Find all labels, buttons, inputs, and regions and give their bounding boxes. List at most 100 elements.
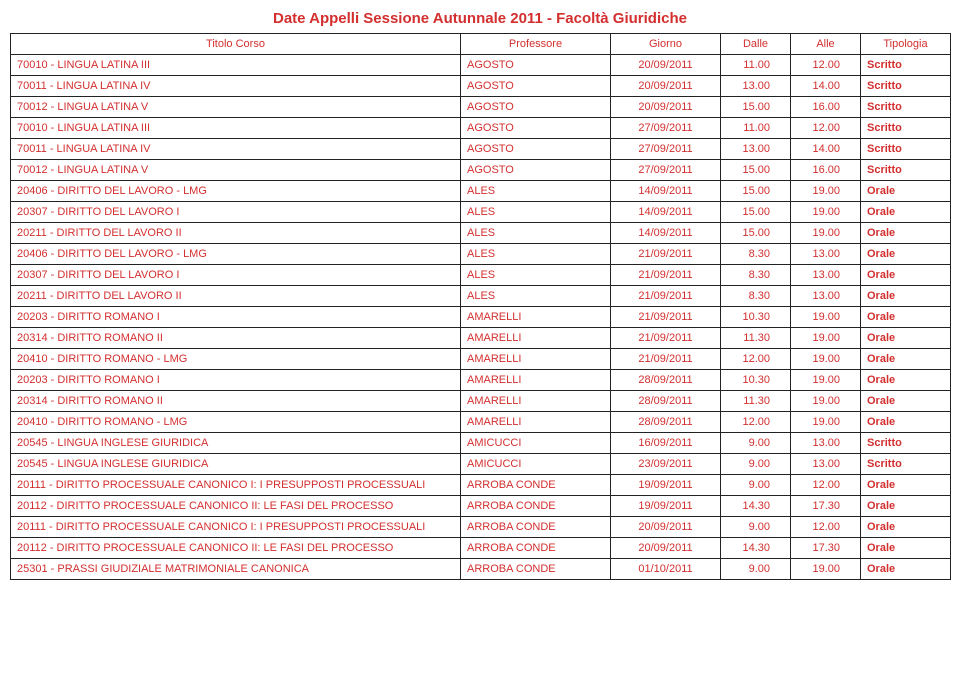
cell-from: 13.00: [721, 76, 791, 97]
cell-day: 27/09/2011: [611, 118, 721, 139]
table-body: 70010 - LINGUA LATINA IIIAGOSTO20/09/201…: [11, 55, 951, 580]
cell-day: 20/09/2011: [611, 76, 721, 97]
col-header-type: Tipologia: [861, 34, 951, 55]
cell-day: 21/09/2011: [611, 349, 721, 370]
cell-from: 9.00: [721, 559, 791, 580]
col-header-from: Dalle: [721, 34, 791, 55]
cell-to: 12.00: [791, 517, 861, 538]
cell-from: 12.00: [721, 412, 791, 433]
cell-from: 9.00: [721, 517, 791, 538]
cell-type: Orale: [861, 181, 951, 202]
cell-to: 19.00: [791, 181, 861, 202]
cell-professor: ALES: [461, 286, 611, 307]
cell-course: 20203 - DIRITTO ROMANO I: [11, 307, 461, 328]
cell-to: 16.00: [791, 160, 861, 181]
cell-course: 20406 - DIRITTO DEL LAVORO - LMG: [11, 244, 461, 265]
cell-professor: AMARELLI: [461, 412, 611, 433]
cell-day: 28/09/2011: [611, 412, 721, 433]
cell-from: 15.00: [721, 97, 791, 118]
cell-to: 12.00: [791, 118, 861, 139]
table-row: 20111 - DIRITTO PROCESSUALE CANONICO I: …: [11, 517, 951, 538]
cell-professor: ALES: [461, 265, 611, 286]
col-header-day: Giorno: [611, 34, 721, 55]
cell-from: 8.30: [721, 244, 791, 265]
cell-from: 10.30: [721, 370, 791, 391]
cell-to: 14.00: [791, 139, 861, 160]
cell-course: 20545 - LINGUA INGLESE GIURIDICA: [11, 433, 461, 454]
cell-from: 8.30: [721, 286, 791, 307]
cell-course: 20307 - DIRITTO DEL LAVORO I: [11, 202, 461, 223]
table-row: 20112 - DIRITTO PROCESSUALE CANONICO II:…: [11, 496, 951, 517]
cell-professor: AMARELLI: [461, 391, 611, 412]
cell-professor: ALES: [461, 223, 611, 244]
cell-from: 9.00: [721, 454, 791, 475]
cell-day: 14/09/2011: [611, 202, 721, 223]
cell-type: Orale: [861, 391, 951, 412]
cell-professor: AMICUCCI: [461, 454, 611, 475]
cell-type: Scritto: [861, 433, 951, 454]
exam-table: Titolo Corso Professore Giorno Dalle All…: [10, 33, 951, 580]
table-row: 20545 - LINGUA INGLESE GIURIDICAAMICUCCI…: [11, 433, 951, 454]
cell-from: 9.00: [721, 475, 791, 496]
cell-professor: AGOSTO: [461, 139, 611, 160]
cell-type: Orale: [861, 517, 951, 538]
cell-to: 12.00: [791, 475, 861, 496]
cell-type: Orale: [861, 559, 951, 580]
cell-course: 70011 - LINGUA LATINA IV: [11, 139, 461, 160]
cell-to: 16.00: [791, 97, 861, 118]
cell-to: 19.00: [791, 307, 861, 328]
cell-day: 20/09/2011: [611, 538, 721, 559]
cell-type: Orale: [861, 307, 951, 328]
cell-day: 20/09/2011: [611, 97, 721, 118]
table-row: 70010 - LINGUA LATINA IIIAGOSTO27/09/201…: [11, 118, 951, 139]
table-row: 70012 - LINGUA LATINA VAGOSTO20/09/20111…: [11, 97, 951, 118]
table-row: 70011 - LINGUA LATINA IVAGOSTO27/09/2011…: [11, 139, 951, 160]
cell-type: Orale: [861, 370, 951, 391]
cell-professor: ARROBA CONDE: [461, 538, 611, 559]
cell-day: 16/09/2011: [611, 433, 721, 454]
cell-day: 21/09/2011: [611, 328, 721, 349]
cell-day: 14/09/2011: [611, 181, 721, 202]
table-row: 20410 - DIRITTO ROMANO - LMGAMARELLI28/0…: [11, 412, 951, 433]
cell-day: 28/09/2011: [611, 370, 721, 391]
cell-type: Scritto: [861, 160, 951, 181]
cell-type: Scritto: [861, 118, 951, 139]
table-row: 20545 - LINGUA INGLESE GIURIDICAAMICUCCI…: [11, 454, 951, 475]
table-row: 70012 - LINGUA LATINA VAGOSTO27/09/20111…: [11, 160, 951, 181]
page-title: Date Appelli Sessione Autunnale 2011 - F…: [10, 10, 950, 27]
cell-type: Scritto: [861, 55, 951, 76]
cell-professor: AMARELLI: [461, 349, 611, 370]
cell-course: 20112 - DIRITTO PROCESSUALE CANONICO II:…: [11, 496, 461, 517]
cell-from: 15.00: [721, 181, 791, 202]
cell-type: Orale: [861, 328, 951, 349]
cell-from: 14.30: [721, 496, 791, 517]
cell-type: Orale: [861, 286, 951, 307]
cell-course: 20211 - DIRITTO DEL LAVORO II: [11, 223, 461, 244]
cell-to: 19.00: [791, 412, 861, 433]
cell-professor: AGOSTO: [461, 160, 611, 181]
cell-type: Orale: [861, 538, 951, 559]
cell-from: 15.00: [721, 223, 791, 244]
cell-type: Scritto: [861, 97, 951, 118]
table-row: 20211 - DIRITTO DEL LAVORO IIALES21/09/2…: [11, 286, 951, 307]
cell-course: 20211 - DIRITTO DEL LAVORO II: [11, 286, 461, 307]
cell-day: 01/10/2011: [611, 559, 721, 580]
cell-day: 27/09/2011: [611, 139, 721, 160]
cell-day: 19/09/2011: [611, 475, 721, 496]
cell-type: Orale: [861, 223, 951, 244]
cell-professor: AMARELLI: [461, 370, 611, 391]
cell-to: 19.00: [791, 559, 861, 580]
cell-professor: AMARELLI: [461, 328, 611, 349]
cell-day: 20/09/2011: [611, 517, 721, 538]
cell-day: 21/09/2011: [611, 244, 721, 265]
cell-to: 19.00: [791, 223, 861, 244]
table-row: 20406 - DIRITTO DEL LAVORO - LMGALES14/0…: [11, 181, 951, 202]
cell-day: 21/09/2011: [611, 307, 721, 328]
cell-course: 20314 - DIRITTO ROMANO II: [11, 391, 461, 412]
cell-day: 21/09/2011: [611, 286, 721, 307]
cell-type: Orale: [861, 475, 951, 496]
cell-course: 20410 - DIRITTO ROMANO - LMG: [11, 349, 461, 370]
cell-type: Orale: [861, 244, 951, 265]
cell-day: 23/09/2011: [611, 454, 721, 475]
cell-day: 14/09/2011: [611, 223, 721, 244]
